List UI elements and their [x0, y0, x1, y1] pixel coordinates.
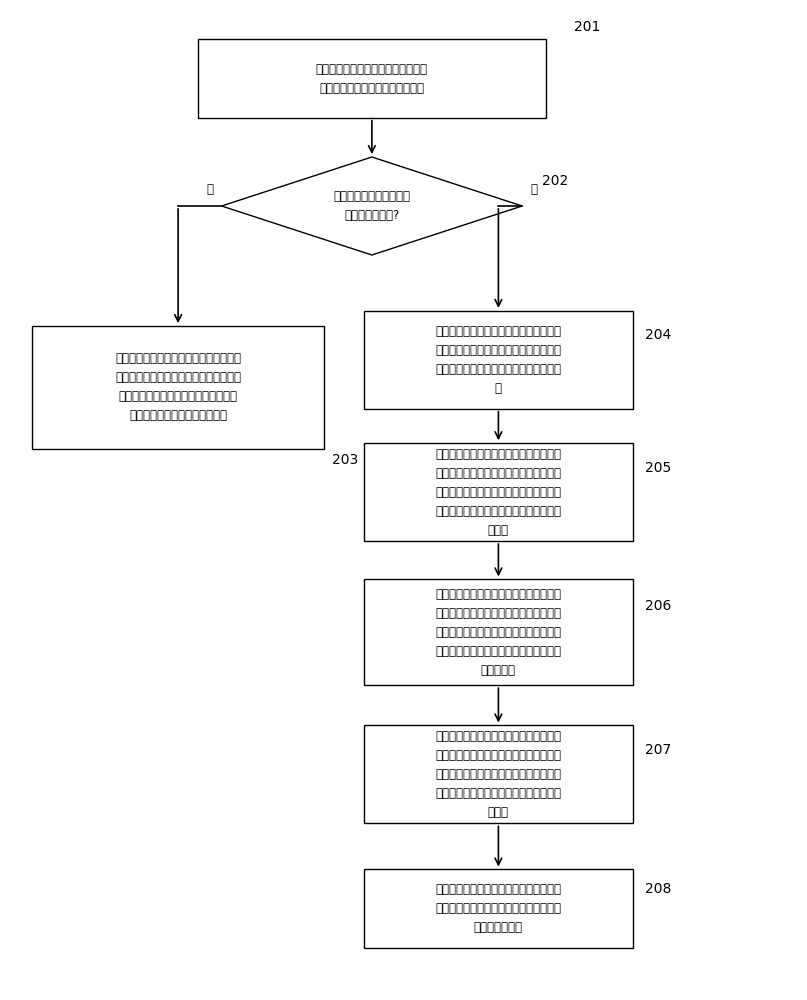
Bar [364, 579, 633, 685]
Text: 当两个或多个所述任务的第二层等级相同
时，根据最早截止时间对所述任务进行第
三层等级划分，按照所述第三层等级从大
到小的顺序依次执行所述第三层等级对应
的所述任: 当两个或多个所述任务的第二层等级相同 时，根据最早截止时间对所述任务进行第 三层… [436, 588, 562, 677]
Bar [364, 311, 633, 409]
Text: 当两个或多个所述任务的第一层等级相同
时，根据价值密度对所述任务进行第二层
等级划分，按照所述第二层等级从大到小
的顺序依次执行所述第二层等级对应的所
述任务: 当两个或多个所述任务的第一层等级相同 时，根据价值密度对所述任务进行第二层 等级… [436, 448, 562, 537]
Bar [198, 39, 546, 118]
Text: 将所述需求资源对应的任务流转到下一时
刻的待执行的任务集中，并根据根据当前
时刻的资源库中不存在的所述任务的需
求资源更新下一个时刻的资源库: 将所述需求资源对应的任务流转到下一时 刻的待执行的任务集中，并根据根据当前 时刻… [115, 352, 241, 422]
Text: 根据重要程度对所述任务进行第一层等级
划分，按照所述第一层等级从大到小的顺
序依次执行所述第一层等级对应的所述任
务: 根据重要程度对所述任务进行第一层等级 划分，按照所述第一层等级从大到小的顺 序依… [436, 325, 562, 395]
Text: 当两个或多个所述任务的第三层等级相同
时，根据空闲时间对所述任务进行第四层
等级划分，按照所述第四层等级从大到小
的顺序依次执行所述第四层等级对应的所
述任务: 当两个或多个所述任务的第三层等级相同 时，根据空闲时间对所述任务进行第四层 等级… [436, 730, 562, 819]
Text: 207: 207 [645, 743, 671, 757]
Bar [364, 869, 633, 948]
Text: 202: 202 [542, 174, 568, 188]
Text: 204: 204 [645, 328, 671, 342]
Text: 205: 205 [645, 461, 671, 475]
Text: 208: 208 [645, 882, 671, 896]
Bar [364, 725, 633, 823]
Polygon shape [222, 157, 522, 255]
Text: 资源库中存在各任务的全
部所述需求资源?: 资源库中存在各任务的全 部所述需求资源? [333, 190, 411, 222]
Text: 获取当前时刻的待执行的任务集及所
述任务集中的每个任务的需求资源: 获取当前时刻的待执行的任务集及所 述任务集中的每个任务的需求资源 [316, 63, 428, 95]
Text: 203: 203 [332, 453, 358, 467]
Text: 是: 是 [530, 183, 537, 196]
Text: 206: 206 [645, 599, 671, 613]
Bar [364, 443, 633, 541]
Text: 当两个或多个所述任务的第四层等级相同
时，随机执行所述任务，直至任务集中的
任务全部执行完: 当两个或多个所述任务的第四层等级相同 时，随机执行所述任务，直至任务集中的 任务… [436, 883, 562, 934]
Bar [31, 326, 324, 449]
Text: 否: 否 [207, 183, 214, 196]
Text: 201: 201 [574, 20, 600, 34]
